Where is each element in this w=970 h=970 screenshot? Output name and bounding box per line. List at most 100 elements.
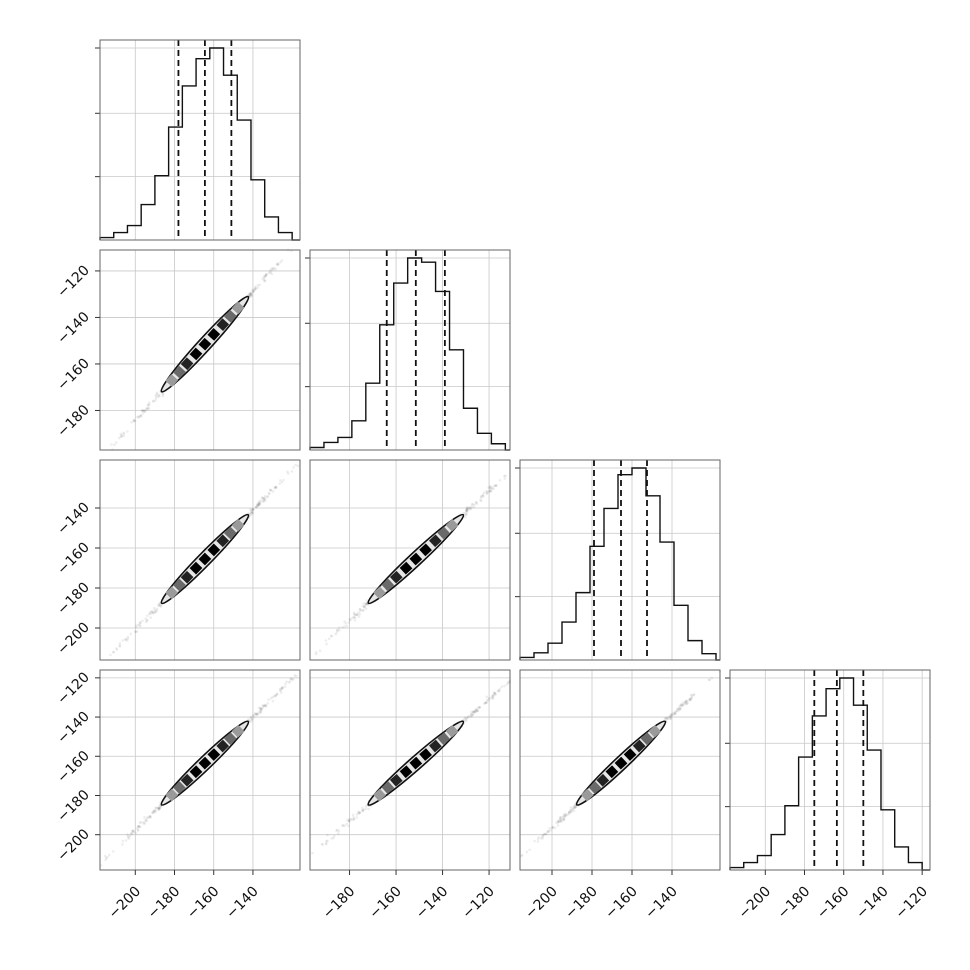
sample-point xyxy=(150,609,154,613)
sample-point xyxy=(249,715,253,719)
sample-point xyxy=(343,620,346,623)
sample-point xyxy=(364,602,368,606)
sample-point xyxy=(146,816,150,819)
density-cell xyxy=(231,518,245,532)
sample-point xyxy=(279,688,283,692)
sample-point xyxy=(324,639,328,642)
sample-point xyxy=(464,509,468,513)
sample-point xyxy=(311,851,314,855)
sample-point xyxy=(145,619,149,622)
panel-3-0: −200−180−160−140−120−200 −180 −160 −140 xyxy=(54,669,301,922)
density-cell xyxy=(588,781,602,795)
sample-point xyxy=(250,293,253,296)
sample-point xyxy=(103,854,107,858)
sample-point xyxy=(122,434,126,438)
sample-point xyxy=(327,637,331,641)
sample-point xyxy=(470,503,474,506)
sample-point xyxy=(274,268,277,271)
sample-point xyxy=(685,699,688,703)
sample-point xyxy=(264,273,268,277)
sample-point xyxy=(115,648,119,651)
sample-point xyxy=(465,509,468,512)
sample-point xyxy=(545,832,548,836)
sample-point xyxy=(568,809,572,812)
sample-point xyxy=(113,443,116,447)
sample-point xyxy=(567,810,571,814)
sample-point xyxy=(677,709,680,712)
sample-point xyxy=(683,701,687,704)
sample-point xyxy=(680,704,684,708)
sample-point xyxy=(155,806,158,809)
sample-point xyxy=(683,702,687,706)
sample-point xyxy=(358,811,361,815)
density-cell xyxy=(632,739,646,753)
sample-point xyxy=(335,631,339,634)
sample-point xyxy=(465,505,469,509)
sample-point xyxy=(507,681,510,685)
sample-point xyxy=(471,712,475,715)
sample-point xyxy=(262,704,265,708)
sample-point xyxy=(672,713,676,716)
sample-point xyxy=(154,397,158,400)
panel-frame xyxy=(99,249,301,451)
sample-point xyxy=(264,705,268,708)
sample-point xyxy=(466,506,470,510)
sample-point xyxy=(536,840,540,843)
sample-point xyxy=(465,507,469,511)
sample-point xyxy=(352,611,356,615)
sample-point xyxy=(366,603,370,607)
sample-point xyxy=(505,682,509,686)
sample-point xyxy=(149,610,152,614)
sample-point xyxy=(467,715,470,719)
sample-point xyxy=(256,504,259,508)
sample-point xyxy=(673,711,676,715)
sample-point xyxy=(355,613,359,616)
sample-point xyxy=(121,839,125,843)
sample-point xyxy=(146,614,149,617)
y-tick-label: −180 xyxy=(54,402,93,441)
sample-point xyxy=(254,713,257,716)
sample-point xyxy=(134,625,138,629)
panel-1-0: −180 −160 −140 −120 xyxy=(54,248,301,451)
sample-point xyxy=(357,611,360,614)
sample-point xyxy=(352,616,356,619)
sample-point xyxy=(249,513,252,517)
sample-point xyxy=(275,263,279,267)
sample-point xyxy=(488,696,492,700)
sample-point xyxy=(251,714,255,718)
sample-point xyxy=(346,818,349,822)
sample-point xyxy=(151,611,155,615)
density-cell xyxy=(437,526,451,540)
sample-point xyxy=(362,608,365,612)
sample-point xyxy=(556,821,560,824)
sample-point xyxy=(489,484,492,488)
sample-point xyxy=(269,270,273,273)
sample-point xyxy=(348,618,352,621)
sample-point xyxy=(498,478,502,482)
sample-point xyxy=(557,819,561,823)
sample-point xyxy=(541,835,545,838)
sample-point xyxy=(139,413,143,417)
sample-point xyxy=(465,508,469,512)
panel-frame xyxy=(309,249,511,451)
sample-point xyxy=(153,809,157,812)
sample-point xyxy=(256,712,260,715)
sample-point xyxy=(332,836,335,840)
sample-point xyxy=(132,830,136,833)
sample-point xyxy=(486,490,489,494)
sample-point xyxy=(278,687,282,691)
sample-point xyxy=(284,682,287,686)
sample-point xyxy=(488,487,492,491)
sample-point xyxy=(157,604,160,608)
density-cell xyxy=(437,732,451,745)
sample-point xyxy=(126,836,130,839)
sample-point xyxy=(573,806,576,810)
sample-point xyxy=(126,834,130,838)
sample-point xyxy=(257,706,261,710)
sample-point xyxy=(364,804,368,808)
density-cell xyxy=(198,552,212,566)
sample-point xyxy=(132,419,136,423)
sample-point xyxy=(494,693,497,696)
sample-point xyxy=(263,704,267,707)
sample-point xyxy=(251,290,255,293)
